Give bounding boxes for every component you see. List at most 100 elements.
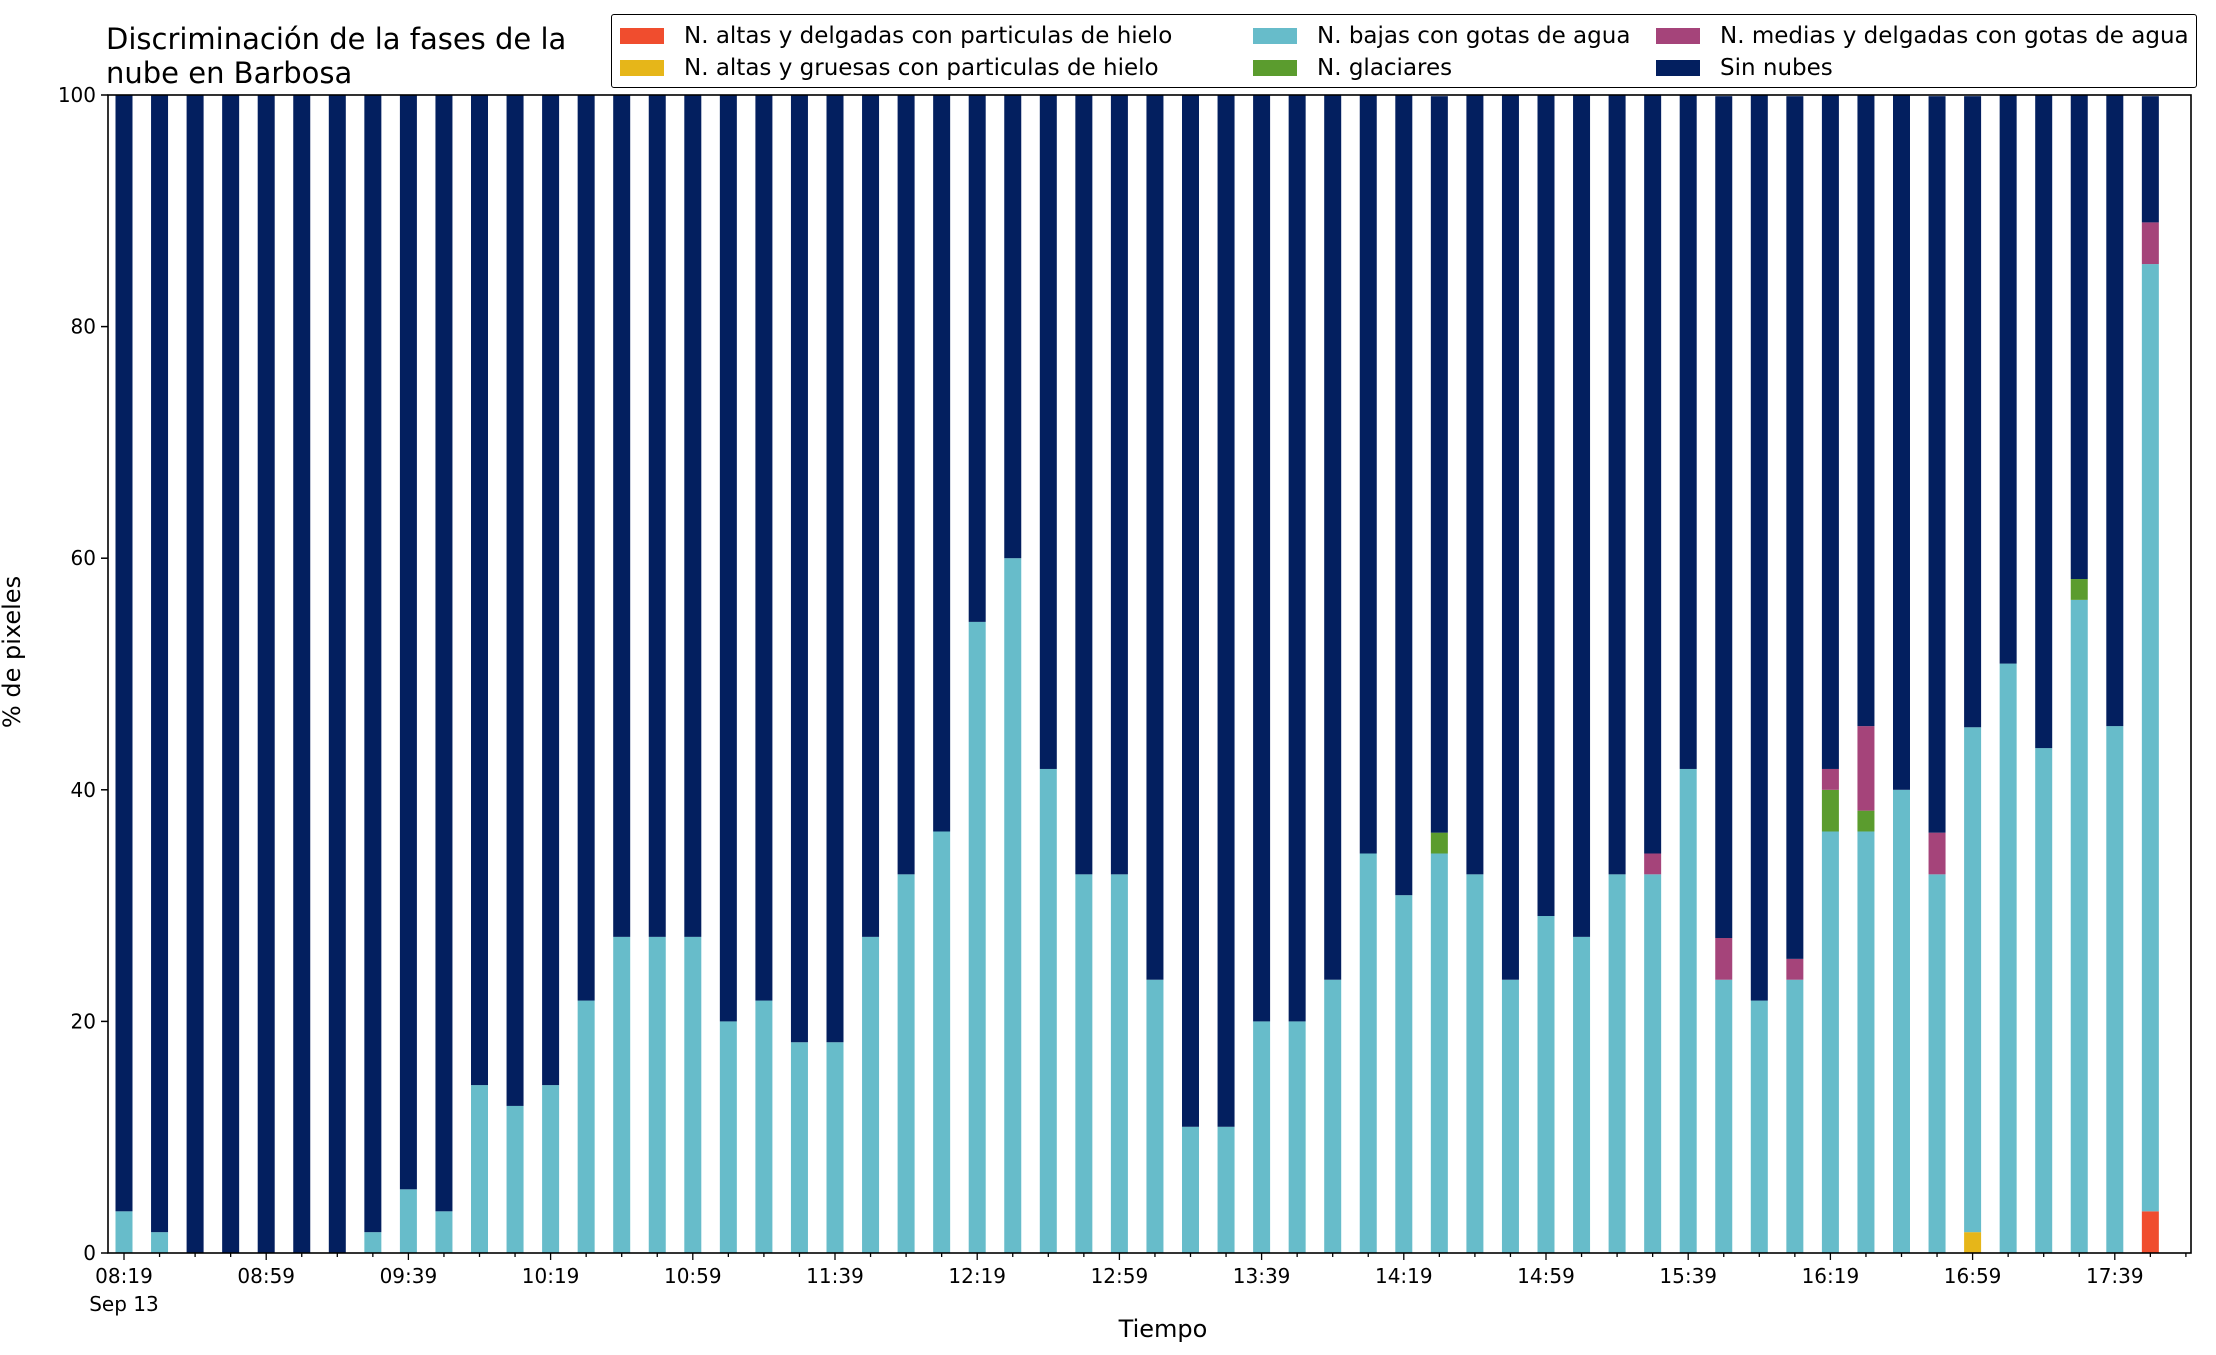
x-tick-label: 10:59 <box>664 1264 722 1288</box>
x-tick-sublabel: Sep 13 <box>89 1292 159 1316</box>
bar-segment <box>542 1085 560 1253</box>
bar-segment <box>1644 874 1662 1253</box>
bar-segment <box>1644 853 1662 875</box>
legend-swatch <box>1253 60 1297 76</box>
bar-segment <box>1928 832 1946 875</box>
bar-segment <box>506 95 524 1106</box>
bar-segment <box>684 936 702 1253</box>
bar-segment <box>1857 810 1875 832</box>
legend-label: N. altas y gruesas con particulas de hie… <box>684 55 1159 81</box>
bar-segment <box>2141 264 2159 1212</box>
bar-segment <box>719 1021 737 1253</box>
bar-segment <box>2070 95 2088 580</box>
x-axis-label-text: Tiempo <box>1118 1315 1208 1343</box>
y-axis: 0 20 40 60 80 100 <box>58 83 108 1265</box>
bar-segment <box>1430 96 1448 833</box>
bar-segment <box>826 95 844 1043</box>
bar-segment <box>1004 558 1022 1253</box>
bar-segment <box>1857 831 1875 1253</box>
bar-segment <box>1253 95 1271 1022</box>
bar-segment <box>968 95 986 622</box>
bar-segment <box>1182 95 1199 1127</box>
bar-segment <box>1501 95 1519 980</box>
legend-swatch <box>620 60 664 76</box>
bar-segment <box>2035 95 2053 749</box>
bar-segment <box>1146 979 1164 1253</box>
bar-segment <box>1786 979 1804 1253</box>
bar-segment <box>897 874 915 1253</box>
plot-area-frame <box>107 94 2192 1254</box>
bar-segment <box>399 1189 417 1253</box>
bar-segment <box>1821 768 1839 790</box>
bar-segment <box>1359 853 1377 1253</box>
bar-segment <box>648 936 666 1253</box>
x-tick-label: 12:19 <box>948 1264 1006 1288</box>
legend-label: Sin nubes <box>1720 55 1833 81</box>
bar-segment <box>2141 1211 2159 1253</box>
x-tick-label: 08:19 <box>95 1264 153 1288</box>
bar-segment <box>862 936 880 1253</box>
bar-segment <box>1786 958 1804 980</box>
bar-segment <box>2141 96 2159 223</box>
bar-segment <box>1039 95 1057 769</box>
bar-segment <box>826 1042 844 1253</box>
x-tick-label: 10:19 <box>522 1264 580 1288</box>
bar-segment <box>1928 96 1946 833</box>
bar-segment <box>1217 1126 1235 1253</box>
legend-item: N. bajas con gotas de agua <box>1253 21 1630 51</box>
y-tick-label: 0 <box>83 1241 96 1265</box>
bar-segment <box>1608 95 1626 875</box>
bar-segment <box>506 1105 524 1253</box>
bar-segment <box>2070 599 2088 1253</box>
legend-item: N. altas y gruesas con particulas de hie… <box>620 53 1159 83</box>
x-tick-label: 13:39 <box>1233 1264 1291 1288</box>
bar-segment <box>1821 831 1839 1253</box>
bars-group <box>115 95 2159 1253</box>
bar-segment <box>2070 579 2088 600</box>
y-tick-label: 20 <box>71 1009 96 1033</box>
y-tick-label: 100 <box>58 83 96 107</box>
bar-segment <box>1715 938 1733 980</box>
legend-swatch <box>1253 28 1297 44</box>
bar-segment <box>862 95 880 937</box>
bar-segment <box>933 95 951 832</box>
legend-label: N. medias y delgadas con gotas de agua <box>1720 23 2189 49</box>
legend-label: N. bajas con gotas de agua <box>1317 23 1631 49</box>
bar-segment <box>1893 789 1910 1253</box>
x-tick-label: 15:39 <box>1659 1264 1717 1288</box>
x-tick-label: 17:39 <box>2086 1264 2144 1288</box>
bar-segment <box>1253 1021 1271 1253</box>
bar-segment <box>2106 95 2124 727</box>
bar-segment <box>1893 95 1910 790</box>
bar-segment <box>328 95 346 1253</box>
legend-item: Sin nubes <box>1656 53 1833 83</box>
legend-label: N. altas y delgadas con particulas de hi… <box>684 23 1173 49</box>
bar-segment <box>151 95 169 1233</box>
bar-segment <box>1075 95 1093 875</box>
bar-segment <box>1004 95 1022 559</box>
bar-segment <box>755 95 773 1001</box>
legend-label: N. glaciares <box>1317 55 1453 81</box>
bar-segment <box>1430 832 1448 854</box>
bar-segment <box>684 95 702 937</box>
legend-swatch <box>1656 60 1700 76</box>
bar-segment <box>399 95 417 1190</box>
bar-segment <box>1857 95 1875 727</box>
bar-segment <box>1573 936 1591 1253</box>
bar-segment <box>933 831 951 1253</box>
bar-segment <box>1786 96 1804 959</box>
x-tick-label: 08:59 <box>237 1264 295 1288</box>
bar-segment <box>577 95 595 1001</box>
bar-segment <box>755 1000 773 1253</box>
bar-segment <box>1288 1021 1306 1253</box>
bar-segment <box>648 95 666 937</box>
bar-segment <box>364 1232 382 1253</box>
bar-segment <box>1928 874 1946 1253</box>
bar-segment <box>1573 95 1591 937</box>
bar-segment <box>968 621 986 1253</box>
bar-segment <box>151 1232 169 1253</box>
bar-segment <box>1750 95 1768 1001</box>
bar-segment <box>2141 222 2159 265</box>
bar-segment <box>1324 979 1342 1253</box>
